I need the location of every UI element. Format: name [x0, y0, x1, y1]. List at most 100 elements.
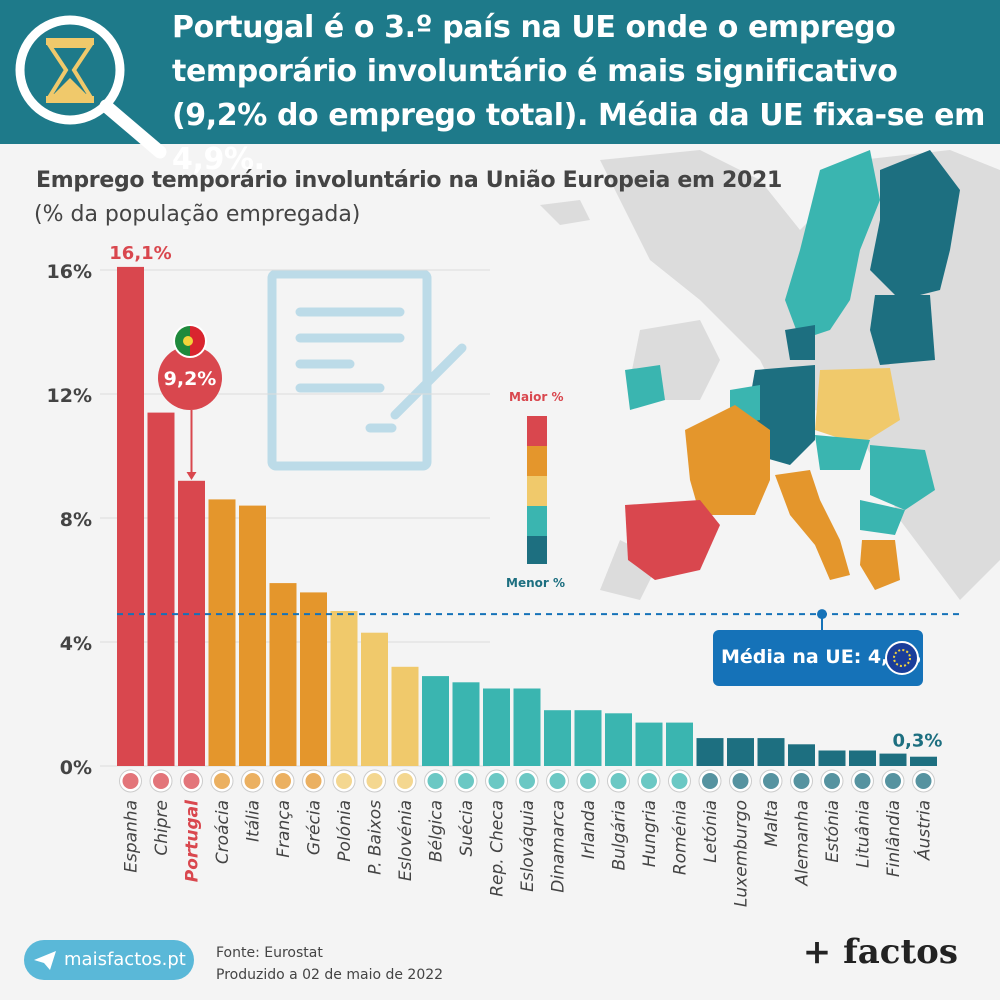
flag-fill	[183, 773, 200, 789]
flag-fill	[824, 773, 840, 789]
bar	[117, 266, 144, 766]
bar	[788, 744, 815, 766]
chart-subtitle: (% da população empregada)	[34, 202, 361, 227]
flag-fill	[305, 773, 322, 789]
flag-fill	[244, 773, 261, 789]
x-tick-label: Grécia	[305, 800, 325, 855]
flag-fill	[458, 773, 474, 789]
x-tick-label: França	[274, 800, 294, 858]
eu-average-box: Média na UE: 4,9%	[713, 630, 923, 686]
bar	[696, 738, 724, 766]
flag-fill	[214, 773, 230, 789]
chart-title: Emprego temporário involuntário na União…	[36, 168, 782, 193]
data-label-last: 0,3%	[893, 731, 943, 752]
source-note: Fonte: Eurostat Produzido a 02 de maio d…	[216, 942, 443, 986]
y-tick-label: 8%	[60, 509, 92, 531]
flag-fill	[427, 773, 444, 789]
flag-fill	[610, 773, 627, 789]
x-tick-label: Irlanda	[579, 800, 599, 859]
flag-fill	[915, 773, 932, 789]
bar	[391, 666, 419, 766]
eu-average-line	[117, 609, 962, 632]
bar	[239, 505, 266, 766]
flag-fill	[763, 773, 779, 789]
bar	[178, 480, 205, 766]
x-tick-label: Lituânia	[854, 800, 874, 868]
portugal-flag-emblem	[183, 336, 193, 346]
eu-average-label: Média na UE: 4,9%	[721, 646, 921, 668]
x-tick-label: Dinamarca	[549, 800, 569, 893]
flag-fill	[732, 773, 749, 789]
x-tick-label: Eslovénia	[396, 800, 416, 881]
bar	[635, 722, 663, 766]
site-link[interactable]: maisfactos.pt	[24, 940, 194, 980]
bars: 16,1% 0,3%	[109, 243, 942, 766]
x-tick-label: Letónia	[701, 800, 721, 863]
x-tick-label: Bulgária	[610, 800, 630, 871]
flag-fill	[702, 773, 718, 789]
bar	[605, 713, 632, 766]
bar	[910, 756, 937, 766]
x-tick-label: Hungria	[640, 800, 660, 867]
portugal-flag-red	[190, 326, 205, 356]
bar	[483, 688, 510, 766]
x-tick-label: Polónia	[335, 800, 355, 862]
bar	[422, 676, 449, 766]
x-tick-label: Áustria	[913, 800, 935, 861]
x-tick-label: Portugal	[183, 799, 203, 882]
x-tick-label: Chipre	[152, 800, 172, 856]
y-tick-label: 16%	[47, 261, 92, 283]
x-tick-label: Itália	[244, 800, 264, 842]
document-icon	[267, 269, 467, 471]
x-tick-label: Eslováquia	[518, 800, 538, 892]
x-tick-label: Luxemburgo	[732, 800, 752, 907]
y-tick-label: 12%	[47, 385, 92, 407]
flag-fill	[641, 773, 657, 789]
header-banner: Portugal é o 3.º país na UE onde o empre…	[0, 0, 1000, 177]
flag-fill	[153, 773, 169, 789]
y-tick-label: 4%	[60, 633, 92, 655]
bar	[330, 611, 358, 766]
x-tick-label: Espanha	[122, 800, 142, 873]
bar	[544, 710, 571, 766]
y-axis: 0% 4% 8% 12% 16%	[47, 261, 92, 779]
flag-fill	[580, 773, 596, 789]
x-tick-label: Finlândia	[884, 800, 904, 877]
page-title: Portugal é o 3.º país na UE onde o empre…	[172, 10, 985, 177]
bar	[757, 738, 785, 766]
x-tick-label: Estónia	[823, 800, 843, 863]
flag-icons	[119, 769, 935, 793]
x-tick-label: Suécia	[457, 800, 477, 857]
flag-fill	[519, 773, 535, 789]
data-label-first: 16,1%	[109, 243, 171, 264]
site-label: maisfactos.pt	[64, 949, 186, 970]
x-tick-label: Rep. Checa	[488, 800, 508, 897]
bar	[208, 499, 236, 766]
flag-fill	[397, 773, 413, 789]
x-tick-label: Roménia	[671, 800, 691, 875]
flag-fill	[122, 773, 139, 789]
y-tick-label: 0%	[60, 757, 92, 779]
flag-fill	[336, 773, 352, 789]
flag-fill	[366, 773, 383, 789]
brand-logo: + factos	[802, 932, 958, 972]
portugal-highlight: 9,2%	[158, 324, 222, 480]
color-legend	[527, 416, 547, 564]
bar	[849, 750, 876, 766]
flag-fill	[549, 773, 566, 789]
produced-text: Produzido a 02 de maio de 2022	[216, 967, 444, 983]
bar	[147, 412, 175, 766]
x-tick-label: P. Baixos	[366, 800, 386, 875]
bar	[300, 592, 327, 766]
legend-bottom-label: Menor %	[506, 576, 565, 590]
bar	[727, 738, 754, 766]
flag-fill	[793, 773, 810, 789]
x-tick-label: Alemanha	[793, 800, 813, 887]
bar	[574, 710, 602, 766]
flag-fill	[488, 773, 505, 789]
bar	[513, 688, 541, 766]
x-tick-label: Croácia	[213, 800, 233, 864]
highlight-label: 9,2%	[164, 368, 217, 390]
